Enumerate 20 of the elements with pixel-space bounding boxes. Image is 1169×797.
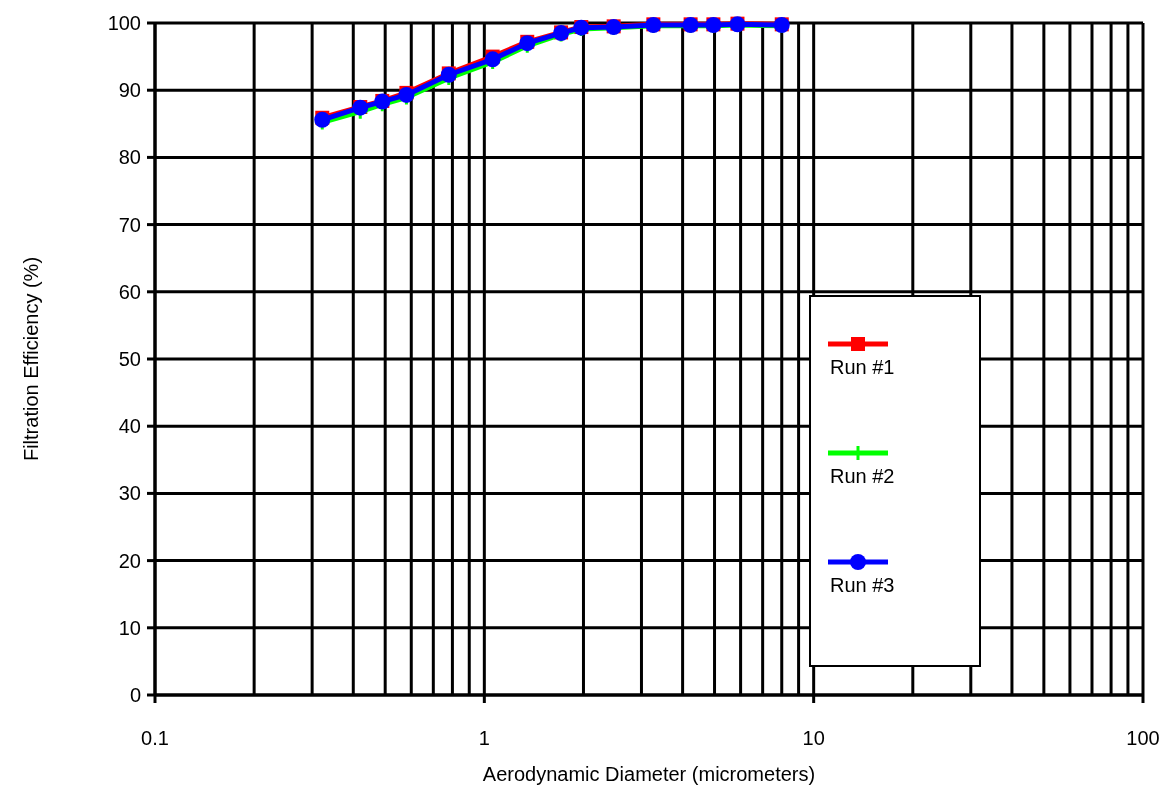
x-tick-label: 1 bbox=[478, 727, 490, 749]
x-tick-label: 100 bbox=[1126, 727, 1160, 749]
x-tick-label: 0.1 bbox=[141, 727, 169, 749]
y-tick-label: 90 bbox=[118, 79, 141, 102]
x-tick-label: 10 bbox=[802, 727, 825, 749]
y-tick-label: 20 bbox=[118, 549, 141, 572]
legend-label: Run #1 bbox=[830, 356, 895, 378]
y-tick-label: 50 bbox=[118, 348, 141, 370]
legend-label: Run #2 bbox=[830, 465, 895, 487]
y-tick-label: 60 bbox=[118, 280, 141, 303]
y-tick-label: 100 bbox=[107, 12, 141, 34]
x-axis-title: Aerodynamic Diameter (micrometers) bbox=[482, 763, 816, 785]
y-tick-label: 0 bbox=[129, 684, 141, 706]
y-tick-label: 30 bbox=[118, 482, 141, 505]
y-tick-label: 10 bbox=[118, 616, 141, 639]
y-tick-label: 80 bbox=[118, 146, 141, 169]
y-axis-title: Filtration Efficiency (%) bbox=[20, 256, 42, 462]
y-tick-label: 70 bbox=[118, 213, 141, 236]
legend-label: Run #3 bbox=[830, 574, 895, 596]
y-tick-label: 40 bbox=[118, 415, 141, 438]
